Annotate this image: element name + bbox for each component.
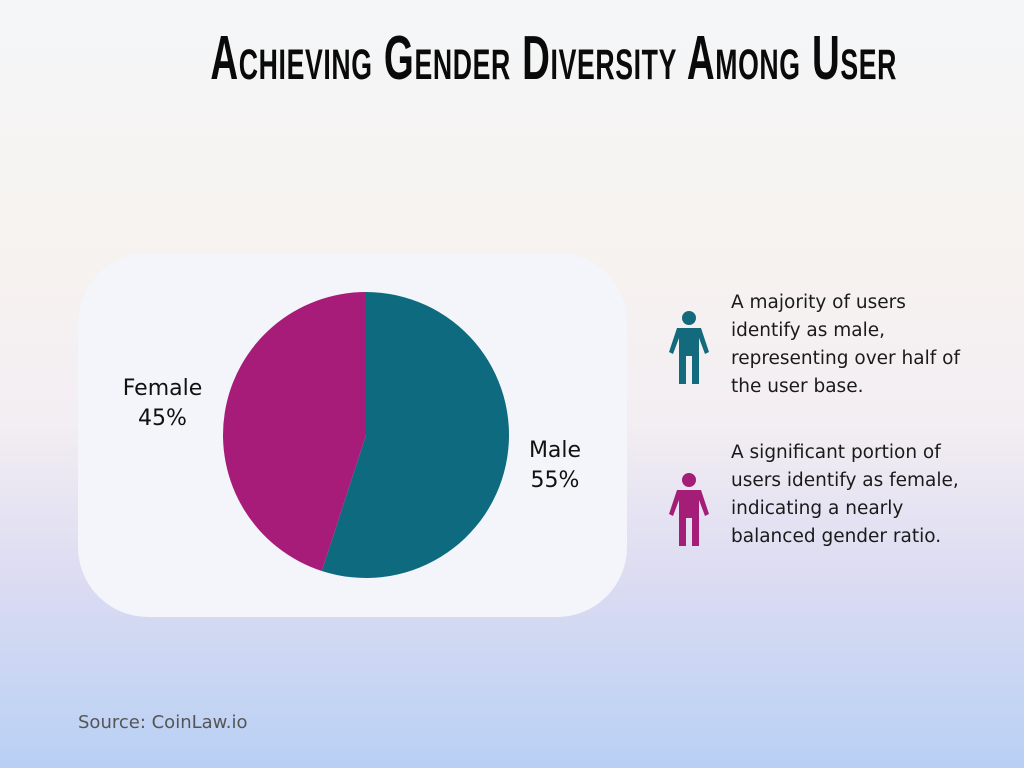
- pie-slice-female: [223, 292, 366, 572]
- slice-label-female: Female 45%: [100, 374, 225, 434]
- male-label: Male: [528, 438, 582, 463]
- female-label: Female: [122, 376, 203, 401]
- pie-slice-male: [321, 292, 509, 578]
- person-icon: [669, 311, 709, 384]
- female-value: 45%: [138, 406, 187, 431]
- person-icon: [669, 473, 709, 546]
- male-value: 55%: [530, 468, 580, 493]
- slice-label-male: Male 55%: [505, 436, 605, 496]
- chart-title: Achieving Gender Diversity Among User: [210, 24, 898, 93]
- source-text: Source: CoinLaw.io: [78, 712, 248, 733]
- male-description: A majority of users identify as male, re…: [731, 292, 960, 397]
- female-description: A significant portion of users identify …: [731, 442, 959, 547]
